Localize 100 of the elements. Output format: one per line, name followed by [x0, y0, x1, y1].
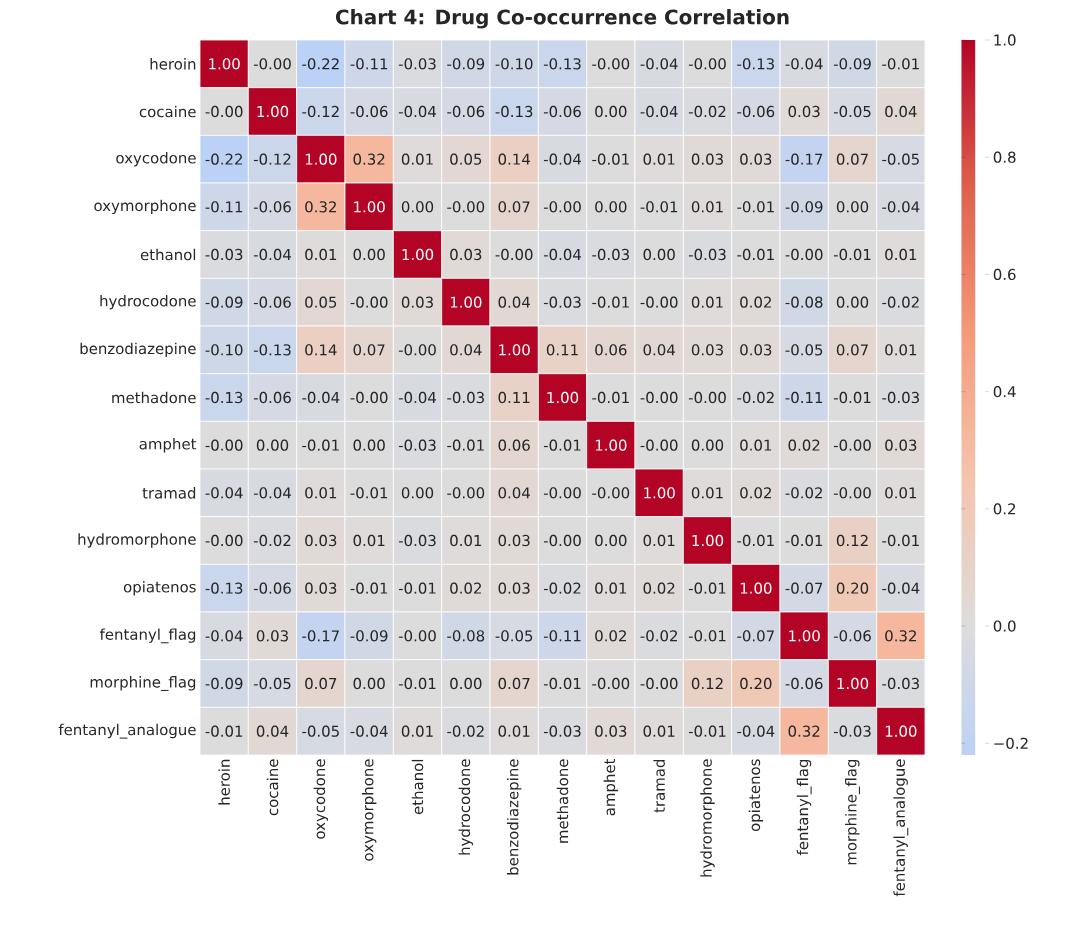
data-label: -0.00 [640, 677, 678, 690]
data-label: -0.17 [302, 630, 339, 642]
data-label: 0.01 [691, 487, 723, 499]
y-tick-label: hydromorphone [78, 533, 196, 548]
data-label: -0.13 [205, 582, 243, 594]
data-label: -0.06 [253, 201, 291, 213]
data-label: -0.04 [253, 248, 291, 261]
y-tick-label: heroin [150, 58, 196, 70]
data-label: -0.06 [447, 105, 485, 118]
data-label: -0.01 [205, 725, 243, 737]
data-label: -0.09 [785, 201, 823, 213]
x-tick-label: tramad [653, 759, 665, 813]
data-label: 0.00 [595, 534, 627, 547]
data-label: 1.00 [595, 439, 627, 451]
data-label: 0.32 [788, 725, 820, 737]
data-label: 0.03 [595, 725, 627, 737]
data-label: 0.02 [595, 630, 626, 642]
data-label: -0.01 [737, 534, 774, 547]
data-label: -0.02 [640, 630, 678, 642]
data-label: -0.03 [398, 534, 436, 547]
data-label: 0.05 [450, 153, 482, 165]
data-label: 0.01 [498, 725, 530, 737]
data-label: -0.09 [447, 58, 485, 70]
data-label: -0.01 [398, 582, 436, 594]
data-label: 1.00 [547, 391, 579, 404]
data-label: -0.01 [350, 582, 388, 594]
data-label: 0.02 [643, 582, 675, 594]
data-label: 0.12 [836, 534, 868, 547]
data-label: 0.07 [836, 153, 868, 165]
data-label: 1.00 [209, 58, 240, 70]
data-label: -0.07 [785, 582, 823, 594]
data-label: -0.00 [640, 391, 678, 404]
data-label: -0.01 [688, 630, 726, 642]
data-label: -0.03 [398, 439, 436, 451]
data-label: -0.09 [205, 677, 243, 690]
data-label: -0.03 [543, 296, 581, 308]
data-label: -0.00 [833, 439, 871, 451]
data-label: -0.06 [350, 105, 388, 118]
data-label: -0.01 [398, 677, 436, 690]
data-label: -0.22 [205, 153, 243, 165]
data-label: -0.01 [785, 534, 823, 547]
data-label: -0.01 [447, 439, 484, 451]
data-label: -0.03 [882, 677, 919, 690]
data-label: -0.03 [205, 248, 243, 261]
data-label: -0.02 [253, 534, 291, 547]
data-label: -0.11 [543, 630, 581, 642]
data-label: 1.00 [740, 582, 772, 594]
data-label: -0.00 [253, 58, 291, 70]
x-tick-label: opiatenos [748, 759, 764, 832]
data-label: -0.00 [205, 439, 243, 451]
data-label: 0.01 [691, 201, 723, 213]
data-label: -0.04 [543, 153, 581, 165]
data-label: -0.00 [543, 201, 581, 213]
data-label: -0.06 [253, 296, 291, 308]
data-label: 1.00 [402, 248, 434, 261]
data-label: -0.17 [785, 153, 823, 165]
data-label: -0.00 [543, 487, 581, 499]
x-tick-label: fentanyl_flag [796, 759, 812, 856]
data-label: -0.06 [737, 105, 775, 118]
x-tick-label: ethanol [411, 759, 424, 815]
data-label: 0.04 [643, 344, 675, 356]
data-label: -0.00 [640, 439, 678, 451]
y-tick-label: morphine_flag [90, 676, 196, 691]
data-label: -0.00 [592, 677, 630, 690]
data-label: 1.00 [450, 296, 482, 308]
data-label: 0.00 [595, 201, 627, 213]
data-label: 0.06 [498, 439, 530, 451]
data-label: 0.03 [691, 344, 723, 356]
data-label: -0.01 [543, 439, 581, 451]
data-label: -0.05 [833, 105, 871, 118]
data-label: -0.01 [592, 153, 629, 165]
data-label: -0.05 [785, 344, 823, 356]
data-label: -0.00 [640, 296, 678, 308]
data-label: -0.03 [398, 58, 436, 70]
data-label: 0.04 [450, 344, 482, 356]
data-label: -0.00 [495, 248, 533, 261]
data-label: -0.13 [495, 105, 533, 118]
data-label: -0.11 [205, 201, 243, 213]
data-label: -0.11 [350, 58, 388, 70]
data-label: 0.00 [836, 296, 869, 308]
data-label: -0.00 [785, 248, 823, 261]
data-label: -0.22 [302, 58, 339, 70]
x-tick-label: morphine_flag [845, 759, 860, 865]
data-label: -0.08 [447, 630, 485, 642]
data-label: 0.32 [305, 201, 336, 213]
y-tick-label: hydrocodone [100, 294, 196, 310]
data-label: 0.03 [788, 105, 820, 118]
data-label: -0.01 [640, 201, 678, 213]
data-label: -0.01 [882, 58, 919, 70]
data-label: 0.04 [256, 725, 289, 737]
data-label: 0.01 [643, 725, 675, 737]
data-label: -0.06 [543, 105, 581, 118]
data-label: -0.02 [543, 582, 581, 594]
color-bar-label: 0.0 [993, 620, 1016, 632]
data-label: -0.05 [302, 725, 339, 737]
data-label: 0.20 [836, 582, 869, 594]
data-label: -0.05 [253, 677, 291, 690]
data-label: 0.00 [595, 105, 627, 118]
data-label: 0.02 [740, 296, 771, 308]
data-label: -0.02 [785, 487, 823, 499]
